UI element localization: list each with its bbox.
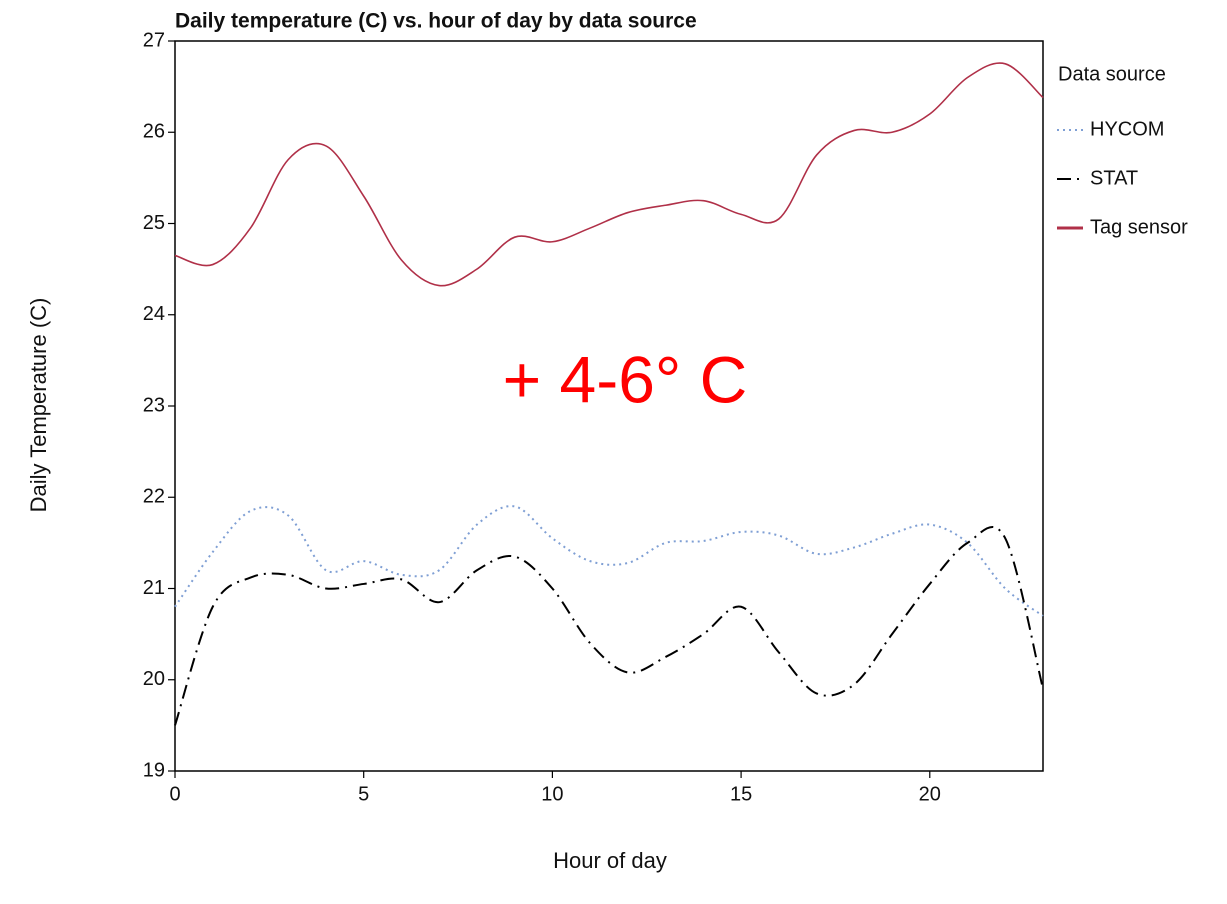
series-line	[174, 505, 1044, 617]
y-tick-label: 20	[143, 668, 165, 690]
x-tick-label: 20	[919, 783, 941, 805]
chart-title: Daily temperature (C) vs. hour of day by…	[175, 10, 697, 33]
series-line	[174, 62, 1044, 287]
legend-label: Tag sensor	[1090, 216, 1188, 238]
y-tick-label: 25	[143, 212, 165, 234]
legend-title: Data source	[1058, 63, 1166, 85]
legend-label: HYCOM	[1090, 118, 1164, 140]
x-axis-label: Hour of day	[553, 848, 667, 873]
x-tick-label: 5	[358, 783, 369, 805]
y-tick-label: 24	[143, 303, 165, 325]
y-tick-label: 19	[143, 759, 165, 781]
x-tick-label: 0	[169, 783, 180, 805]
x-tick-label: 10	[541, 783, 563, 805]
y-tick-label: 22	[143, 486, 165, 508]
annotation: + 4-6° C	[503, 342, 748, 416]
x-tick-label: 15	[730, 783, 752, 805]
legend-label: STAT	[1090, 167, 1138, 189]
y-axis-label: Daily Temperature (C)	[26, 298, 51, 513]
y-tick-label: 21	[143, 577, 165, 599]
y-tick-label: 26	[143, 121, 165, 143]
series-line	[174, 526, 1044, 726]
y-tick-label: 27	[143, 29, 165, 51]
y-tick-label: 23	[143, 394, 165, 416]
